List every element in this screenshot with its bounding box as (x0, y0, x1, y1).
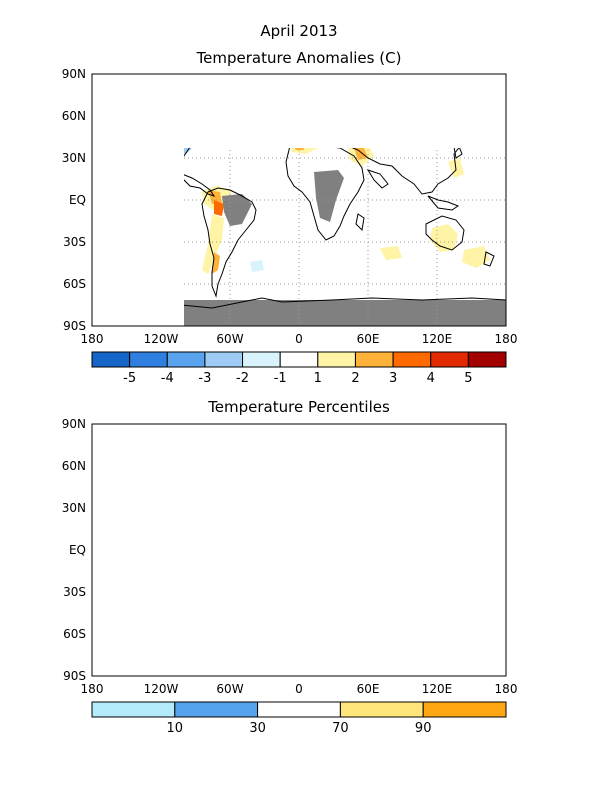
percentile-lat-labels: 90N 60N 30N EQ 30S 60S 90S (62, 417, 86, 683)
colorbar-swatch (430, 351, 469, 368)
percentile-coastlines (92, 434, 506, 676)
lon-label: 120E (422, 682, 453, 696)
percentile-grid (92, 424, 506, 676)
colorbar-label: 30 (249, 721, 266, 736)
percentile-colorbar: 10 30 70 90 (91, 701, 507, 736)
anomaly-colorbar: -5 -4 -3 -2 -1 1 2 3 4 5 (91, 351, 507, 386)
lat-label: 90N (62, 417, 86, 431)
colorbar-label: 2 (351, 371, 359, 386)
colorbar-swatch (129, 351, 168, 368)
colorbar-swatch (242, 351, 281, 368)
lon-label: 120E (422, 332, 453, 346)
lon-label: 180 (81, 332, 104, 346)
anomaly-map (91, 73, 507, 327)
anomaly-frame (91, 73, 507, 327)
colorbar-label: 10 (167, 721, 184, 736)
colorbar-label: 1 (314, 371, 322, 386)
colorbar-swatch (317, 351, 356, 368)
lon-label: 60W (216, 332, 243, 346)
lon-label: 180 (81, 682, 104, 696)
panel2-title: Temperature Percentiles (207, 398, 390, 416)
colorbar-swatch (174, 701, 259, 718)
lat-label: 30S (63, 585, 86, 599)
lon-label: 0 (295, 682, 303, 696)
main-title: April 2013 (260, 22, 337, 40)
colorbar-swatch (166, 351, 206, 368)
lon-label: 120W (144, 332, 179, 346)
colorbar-swatch (279, 351, 319, 368)
lat-label: 90S (63, 319, 86, 333)
lat-label: 60S (63, 277, 86, 291)
colorbar-label: -2 (236, 371, 249, 386)
colorbar-label: -4 (161, 371, 174, 386)
lon-label: 180 (495, 332, 518, 346)
percentile-frame (91, 423, 507, 677)
colorbar-swatch (204, 351, 244, 368)
colorbar-swatch (467, 351, 507, 368)
colorbar-label: -5 (123, 371, 136, 386)
percentile-map (91, 423, 507, 677)
colorbar-label: -1 (274, 371, 287, 386)
lon-label: 60W (216, 682, 243, 696)
lat-label: 60S (63, 627, 86, 641)
lat-label: 90S (63, 669, 86, 683)
percentile-field (92, 428, 506, 646)
colorbar-swatch (91, 351, 131, 368)
lon-label: 120W (144, 682, 179, 696)
percentile-lon-labels: 180 120W 60W 0 60E 120E 180 (81, 682, 518, 696)
lat-label: 90N (62, 67, 86, 81)
lon-label: 60E (357, 332, 380, 346)
lon-label: 0 (295, 332, 303, 346)
anomaly-grid (184, 148, 506, 326)
colorbar-swatch (422, 701, 507, 718)
colorbar-label: 70 (332, 721, 349, 736)
colorbar-label: 3 (389, 371, 397, 386)
panel1-title: Temperature Anomalies (C) (196, 49, 402, 67)
lat-label: 60N (62, 109, 86, 123)
colorbar-label: 4 (427, 371, 435, 386)
colorbar-swatch (392, 351, 432, 368)
colorbar-label: 5 (464, 371, 472, 386)
anomaly-coastlines (184, 148, 507, 327)
anomaly-lat-labels: 90N 60N 30N EQ 30S 60S 90S (62, 67, 86, 333)
colorbar-swatch (91, 701, 176, 718)
colorbar-label: -3 (198, 371, 211, 386)
lat-label: 30S (63, 235, 86, 249)
lat-label: EQ (69, 193, 86, 207)
colorbar-label: 90 (415, 721, 432, 736)
colorbar-swatch (354, 351, 394, 368)
anomaly-field (184, 148, 506, 326)
lat-label: 30N (62, 151, 86, 165)
lat-label: 60N (62, 459, 86, 473)
colorbar-swatch (339, 701, 424, 718)
lon-label: 60E (357, 682, 380, 696)
lat-label: EQ (69, 543, 86, 557)
colorbar-swatch (257, 701, 341, 718)
lat-label: 30N (62, 501, 86, 515)
anomaly-lon-labels: 180 120W 60W 0 60E 120E 180 (81, 332, 518, 346)
lon-label: 180 (495, 682, 518, 696)
